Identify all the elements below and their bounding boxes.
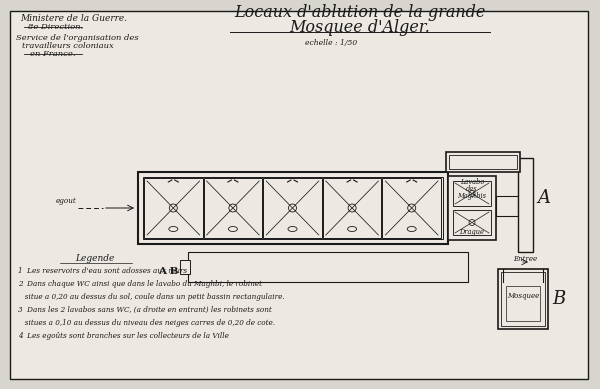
Text: 2  Dans chaque WC ainsi que dans le lavabo du Maghbi, le robinet: 2 Dans chaque WC ainsi que dans le lavab… — [18, 280, 262, 288]
Text: Mosquee: Mosquee — [507, 292, 539, 300]
Text: Lavabo: Lavabo — [460, 178, 484, 186]
Text: echelle : 1/50: echelle : 1/50 — [305, 39, 357, 47]
Bar — [518, 158, 533, 252]
Text: B: B — [552, 290, 565, 308]
Bar — [188, 252, 468, 282]
Bar — [501, 272, 545, 326]
Bar — [506, 286, 540, 321]
Text: Legende: Legende — [76, 254, 115, 263]
Bar — [496, 196, 518, 216]
Bar — [448, 176, 496, 240]
Bar — [138, 172, 448, 244]
Bar — [498, 269, 548, 329]
Text: egout: egout — [55, 197, 76, 205]
Bar — [323, 178, 382, 238]
Text: A B: A B — [158, 267, 179, 276]
Bar — [144, 178, 203, 238]
Bar — [449, 155, 517, 169]
Text: Maghbis: Maghbis — [458, 192, 487, 200]
Text: Drague: Drague — [460, 228, 484, 236]
Text: Locaux d'ablution de la grande: Locaux d'ablution de la grande — [235, 4, 485, 21]
Text: Entree: Entree — [514, 255, 538, 263]
Bar — [382, 178, 441, 238]
Text: Service de l'organisation des: Service de l'organisation des — [16, 34, 139, 42]
Text: A: A — [537, 189, 550, 207]
Text: 4  Les egoûts sont branches sur les collecteurs de la Ville: 4 Les egoûts sont branches sur les colle… — [18, 332, 229, 340]
Bar — [263, 178, 322, 238]
Text: situe a 0,20 au dessus du sol, coule dans un petit bassin rectangulaire.: situe a 0,20 au dessus du sol, coule dan… — [18, 293, 284, 301]
Text: des: des — [466, 185, 478, 193]
Text: 1  Les reservoirs d'eau sont adosses aux murs: 1 Les reservoirs d'eau sont adosses aux … — [18, 267, 190, 275]
Bar — [143, 177, 443, 239]
Bar — [180, 260, 190, 274]
Text: situes a 0,10 au dessus du niveau des neiges carres de 0,20 de cote.: situes a 0,10 au dessus du niveau des ne… — [18, 319, 275, 327]
Text: 3  Dans les 2 lavabos sans WC, (a droite en entrant) les robinets sont: 3 Dans les 2 lavabos sans WC, (a droite … — [18, 306, 272, 314]
Text: Ministere de la Guerre.: Ministere de la Guerre. — [20, 14, 127, 23]
Text: travailleurs coloniaux: travailleurs coloniaux — [22, 42, 114, 50]
Text: 8e Direction.: 8e Direction. — [28, 23, 83, 31]
Bar — [203, 178, 262, 238]
Text: en France.: en France. — [30, 50, 76, 58]
Bar — [453, 181, 491, 206]
Bar — [446, 152, 520, 172]
Text: Mosquee d'Alger.: Mosquee d'Alger. — [290, 19, 430, 36]
Bar — [453, 210, 491, 235]
